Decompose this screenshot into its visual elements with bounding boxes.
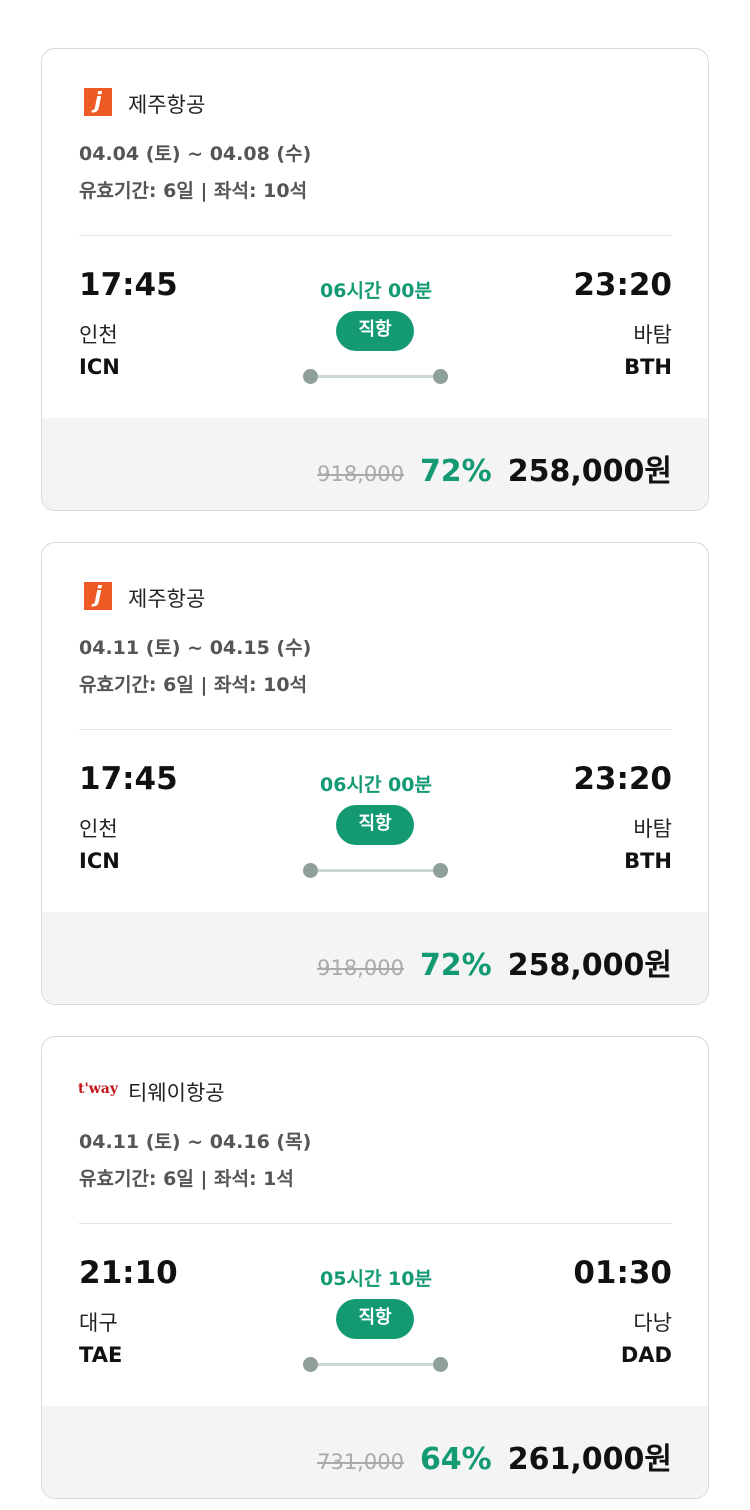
original-price: 918,000 bbox=[317, 462, 404, 486]
route-dot bbox=[303, 369, 318, 384]
validity-seats: 유효기간: 6일 | 좌석: 10석 bbox=[79, 674, 308, 696]
route-line bbox=[310, 375, 440, 378]
route-dot bbox=[433, 1357, 448, 1372]
depart-time: 17:45 bbox=[79, 761, 178, 797]
arrive-city: 바탐 bbox=[633, 817, 672, 841]
discount: 72% bbox=[419, 454, 492, 489]
validity-seats: 유효기간: 6일 | 좌석: 10석 bbox=[79, 180, 308, 202]
price-row: 918,000 72% 258,000원 bbox=[317, 940, 672, 984]
discount: 64% bbox=[419, 1442, 492, 1477]
discount: 72% bbox=[419, 948, 492, 983]
duration: 06시간 00분 bbox=[320, 280, 432, 302]
arrive-time: 01:30 bbox=[573, 1255, 672, 1291]
direct-badge: 직항 bbox=[336, 311, 414, 351]
route-line bbox=[310, 1363, 440, 1366]
route-dot bbox=[433, 369, 448, 384]
route-dot bbox=[433, 863, 448, 878]
route-line bbox=[310, 869, 440, 872]
airline-logo: t'way bbox=[78, 1081, 119, 1097]
travel-dates: 04.04 (토) ~ 04.08 (수) bbox=[79, 143, 312, 165]
price-footer bbox=[42, 1406, 708, 1498]
sale-price: 261,000원 bbox=[507, 1442, 672, 1477]
deal-card[interactable]: j 제주항공 04.04 (토) ~ 04.08 (수) 유효기간: 6일 | 좌석:… bbox=[41, 48, 709, 511]
airline-logo: j bbox=[84, 582, 112, 610]
divider bbox=[79, 729, 672, 730]
airline-name: 제주항공 bbox=[128, 93, 206, 117]
deal-card[interactable]: j 제주항공 04.11 (토) ~ 04.15 (수) 유효기간: 6일 | 좌석:… bbox=[41, 542, 709, 1005]
divider bbox=[79, 1223, 672, 1224]
deal-card[interactable]: t'way 티웨이항공 04.11 (토) ~ 04.16 (목) 유효기간: 6일 … bbox=[41, 1036, 709, 1499]
depart-time: 21:10 bbox=[79, 1255, 178, 1291]
arrive-time: 23:20 bbox=[573, 267, 672, 303]
depart-code: TAE bbox=[79, 1343, 123, 1367]
original-price: 731,000 bbox=[317, 1450, 404, 1474]
duration: 05시간 10분 bbox=[320, 1268, 432, 1290]
arrive-city: 바탐 bbox=[633, 323, 672, 347]
route-dot bbox=[303, 1357, 318, 1372]
price-footer bbox=[42, 418, 708, 510]
depart-code: ICN bbox=[79, 355, 120, 379]
airline-logo: j bbox=[84, 88, 112, 116]
direct-badge: 직항 bbox=[336, 1299, 414, 1339]
airline-name: 티웨이항공 bbox=[128, 1081, 225, 1105]
depart-code: ICN bbox=[79, 849, 120, 873]
depart-city: 인천 bbox=[79, 817, 118, 841]
depart-city: 인천 bbox=[79, 323, 118, 347]
price-row: 731,000 64% 261,000원 bbox=[317, 1434, 672, 1478]
original-price: 918,000 bbox=[317, 956, 404, 980]
airline-name: 제주항공 bbox=[128, 587, 206, 611]
arrive-time: 23:20 bbox=[573, 761, 672, 797]
sale-price: 258,000원 bbox=[507, 948, 672, 983]
duration: 06시간 00분 bbox=[320, 774, 432, 796]
validity-seats: 유효기간: 6일 | 좌석: 1석 bbox=[79, 1168, 294, 1190]
direct-badge: 직항 bbox=[336, 805, 414, 845]
depart-time: 17:45 bbox=[79, 267, 178, 303]
travel-dates: 04.11 (토) ~ 04.16 (목) bbox=[79, 1131, 312, 1153]
depart-city: 대구 bbox=[79, 1311, 118, 1335]
price-footer bbox=[42, 912, 708, 1004]
arrive-city: 다낭 bbox=[633, 1311, 672, 1335]
divider bbox=[79, 235, 672, 236]
price-row: 918,000 72% 258,000원 bbox=[317, 446, 672, 490]
arrive-code: BTH bbox=[624, 849, 672, 873]
sale-price: 258,000원 bbox=[507, 454, 672, 489]
route-dot bbox=[303, 863, 318, 878]
arrive-code: BTH bbox=[624, 355, 672, 379]
arrive-code: DAD bbox=[620, 1343, 672, 1367]
travel-dates: 04.11 (토) ~ 04.15 (수) bbox=[79, 637, 312, 659]
